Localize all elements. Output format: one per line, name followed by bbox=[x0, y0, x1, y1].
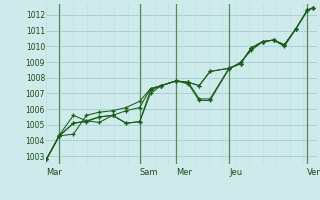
Text: Jeu: Jeu bbox=[229, 168, 242, 177]
Text: Sam: Sam bbox=[140, 168, 158, 177]
Text: Mer: Mer bbox=[176, 168, 192, 177]
Text: Pression niveau de la mer( hPa ): Pression niveau de la mer( hPa ) bbox=[102, 199, 261, 200]
Text: Ven: Ven bbox=[307, 168, 320, 177]
Text: Mar: Mar bbox=[46, 168, 62, 177]
